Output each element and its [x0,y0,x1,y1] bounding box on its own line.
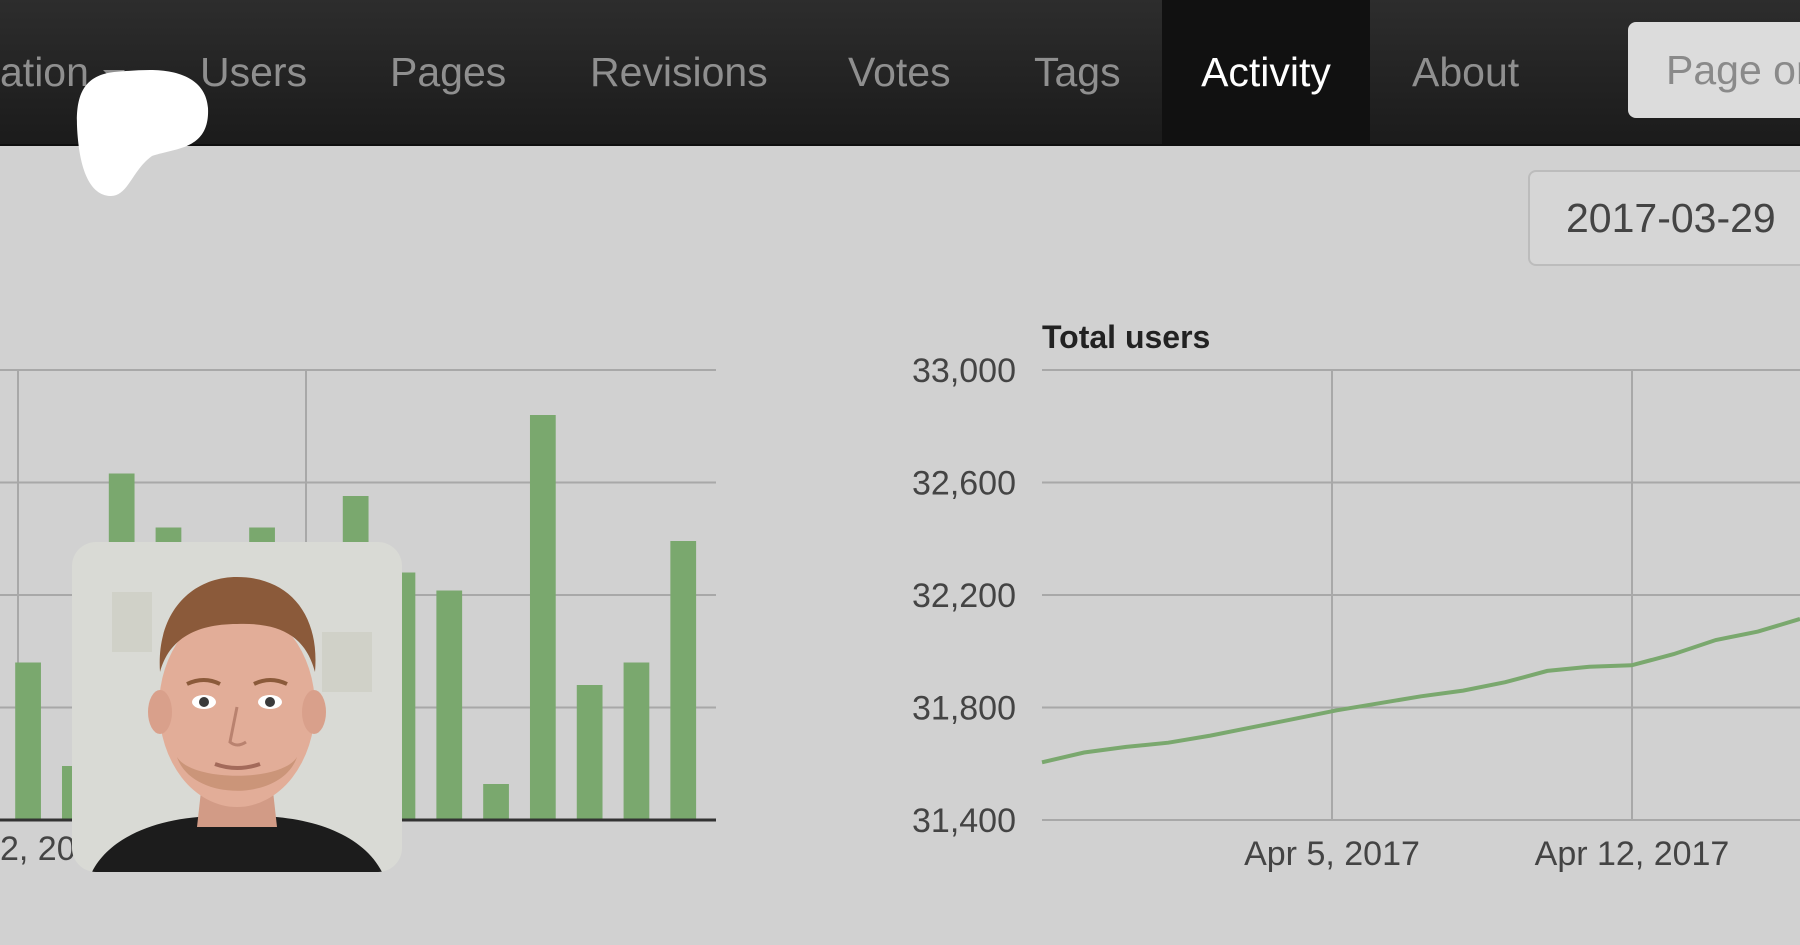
avatar [72,542,402,872]
patreon-logo-icon [76,70,209,197]
nav-item-revisions[interactable]: Revisions [590,49,768,95]
nav-item-activity[interactable]: Activity [1162,0,1370,144]
chart-bar [436,590,463,820]
nav-item-pages[interactable]: Pages [390,49,507,95]
y-tick-label: 32,200 [912,577,1016,615]
nav-item-label: ation [0,49,89,95]
y-tick-label: 31,800 [912,690,1016,728]
nav-item-users[interactable]: Users [200,49,308,95]
chart-bar [670,541,697,820]
chart-bar [576,685,603,820]
x-tick-label: Apr 12, 2017 [1535,835,1730,873]
date-picker-input[interactable]: 2017-03-29 [1528,170,1800,266]
chart-bar [529,415,556,820]
total-users-line-chart: Total users 33,000 32,600 32,200 31,800 31,40… [912,319,1800,873]
nav-item-tags[interactable]: Tags [1034,49,1121,95]
chart-bar [623,662,650,820]
x-tick-label: Apr 5, 2017 [1244,835,1420,873]
nav-item-votes[interactable]: Votes [848,49,951,95]
series-line-total-users [1041,616,1800,765]
y-tick-label: 31,400 [912,802,1016,840]
chart-bar [15,662,41,820]
avatar-portrait-image [72,542,402,872]
y-tick-label: 33,000 [912,352,1016,390]
y-tick-label: 32,600 [912,465,1016,503]
top-navbar: ation Users Pages Revisions Votes Tags A… [0,0,1800,146]
chart-title: Total users [1042,319,1210,355]
x-tick-label: 2, 20 [0,830,76,868]
page-search-input[interactable]: Page or [1628,22,1800,118]
nav-item-about[interactable]: About [1412,49,1520,95]
chart-bar [483,784,509,820]
